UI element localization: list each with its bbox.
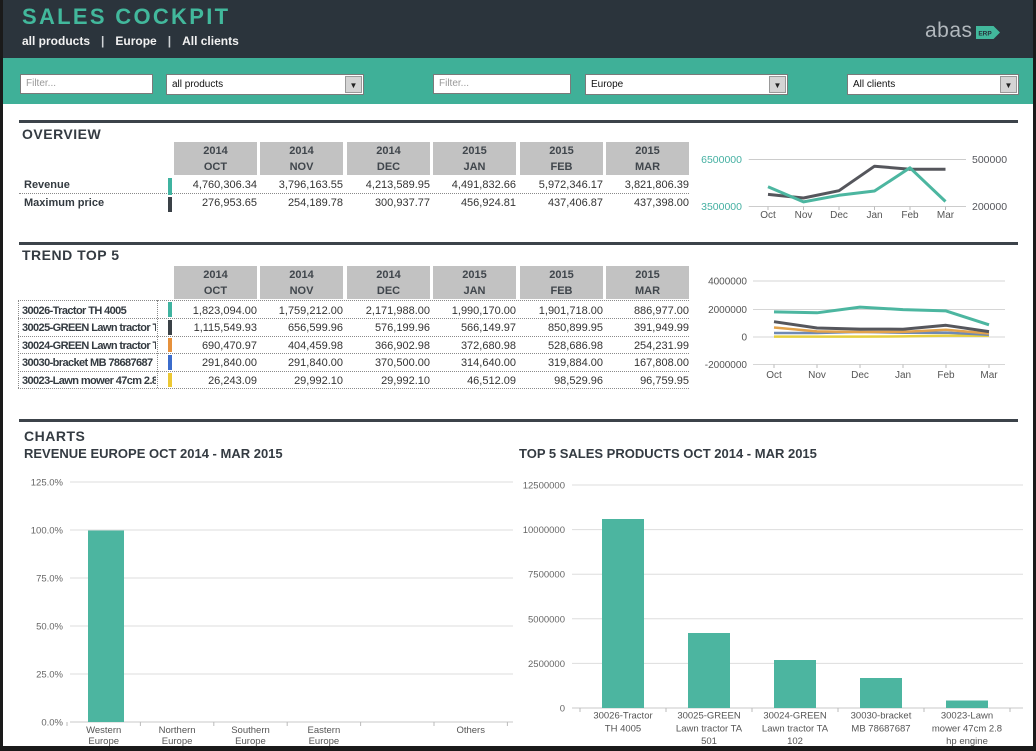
svg-text:Eastern: Eastern: [308, 725, 341, 736]
svg-text:Northern: Northern: [159, 725, 196, 736]
svg-text:0.0%: 0.0%: [41, 718, 63, 729]
svg-text:200000: 200000: [972, 201, 1007, 213]
svg-text:125.0%: 125.0%: [31, 478, 64, 489]
svg-text:Others: Others: [456, 725, 485, 736]
svg-text:Lawn tractor TA: Lawn tractor TA: [762, 724, 829, 735]
svg-text:Dec: Dec: [830, 210, 848, 221]
svg-text:102: 102: [787, 736, 803, 747]
svg-text:Feb: Feb: [937, 370, 955, 381]
svg-text:4000000: 4000000: [708, 277, 747, 288]
svg-text:30025-GREEN: 30025-GREEN: [677, 711, 741, 722]
svg-text:30030-bracket: 30030-bracket: [851, 711, 912, 722]
svg-text:2500000: 2500000: [528, 659, 565, 670]
svg-text:100.0%: 100.0%: [31, 526, 64, 537]
svg-text:mower 47cm 2.8: mower 47cm 2.8: [932, 724, 1002, 735]
svg-text:30023-Lawn: 30023-Lawn: [941, 711, 993, 722]
svg-text:50.0%: 50.0%: [36, 622, 63, 633]
svg-text:30024-GREEN: 30024-GREEN: [763, 711, 827, 722]
svg-text:75.0%: 75.0%: [36, 574, 63, 585]
svg-text:hp engine: hp engine: [946, 736, 988, 747]
svg-text:MB 78687687: MB 78687687: [851, 724, 910, 735]
svg-text:Southern: Southern: [231, 725, 270, 736]
svg-text:2000000: 2000000: [708, 305, 747, 316]
svg-text:5000000: 5000000: [528, 614, 565, 625]
svg-text:501: 501: [701, 736, 717, 747]
svg-text:0: 0: [741, 333, 747, 344]
svg-text:Oct: Oct: [760, 210, 776, 221]
svg-text:0: 0: [560, 704, 565, 715]
svg-text:Nov: Nov: [808, 370, 826, 381]
svg-text:25.0%: 25.0%: [36, 670, 63, 681]
svg-text:Mar: Mar: [937, 210, 955, 221]
svg-text:Feb: Feb: [901, 210, 919, 221]
svg-text:12500000: 12500000: [523, 481, 565, 492]
svg-text:500000: 500000: [972, 154, 1007, 166]
svg-text:Western: Western: [86, 725, 121, 736]
svg-text:Europe: Europe: [162, 736, 193, 747]
svg-text:TH 4005: TH 4005: [605, 724, 641, 735]
svg-text:ERP: ERP: [978, 30, 992, 37]
svg-text:10000000: 10000000: [523, 525, 565, 536]
svg-text:7500000: 7500000: [528, 570, 565, 581]
svg-text:Europe: Europe: [235, 736, 266, 747]
svg-text:Europe: Europe: [88, 736, 119, 747]
svg-text:Europe: Europe: [309, 736, 340, 747]
svg-text:3500000: 3500000: [701, 201, 742, 213]
svg-text:6500000: 6500000: [701, 154, 742, 166]
svg-text:Mar: Mar: [980, 370, 998, 381]
svg-text:Dec: Dec: [851, 370, 869, 381]
svg-text:Nov: Nov: [795, 210, 813, 221]
svg-text:Jan: Jan: [895, 370, 911, 381]
svg-text:Oct: Oct: [766, 370, 782, 381]
svg-text:Lawn tractor TA: Lawn tractor TA: [676, 724, 743, 735]
svg-text:-2000000: -2000000: [705, 360, 748, 371]
svg-text:30026-Tractor: 30026-Tractor: [593, 711, 652, 722]
svg-text:Jan: Jan: [866, 210, 882, 221]
